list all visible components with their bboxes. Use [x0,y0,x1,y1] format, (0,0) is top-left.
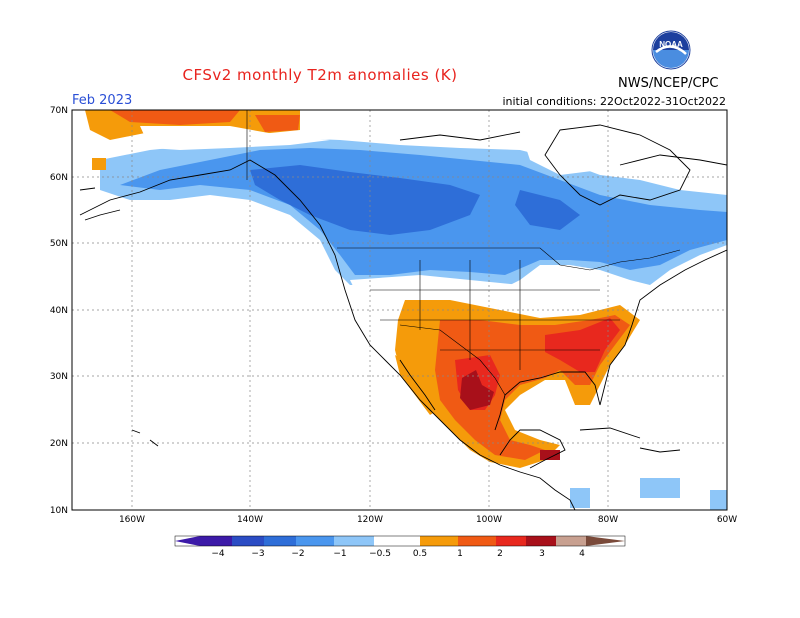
cold-anomaly-dark [250,165,480,235]
agency-label: NWS/NCEP/CPC [618,76,719,91]
initial-conditions: initial conditions: 22Oct2022-31Oct2022 [502,95,726,108]
lat-label: 50N [50,239,68,249]
lat-label: 40N [50,306,68,316]
lon-label: 120W [357,515,383,525]
coastlines [79,124,727,510]
lon-label: 100W [476,515,502,525]
lon-label: 160W [119,515,145,525]
colorbar-swatch [264,536,296,546]
noaa-logo-icon: NOAA [651,30,691,70]
colorbar-label: −1 [333,549,346,559]
map-frame [71,109,728,511]
colorbar-swatch [232,536,264,546]
lat-labels: 70N 60N 50N 40N 30N 20N 10N [50,106,68,516]
colorbar-swatch [496,536,526,546]
colorbar: −4 −3 −2 −1 −0.5 0.5 1 2 3 4 [174,535,626,559]
warm-anomaly-extreme [460,370,494,410]
lat-label: 60N [50,173,68,183]
colorbar-label: 0.5 [413,549,427,559]
warm-anomaly-strong [545,318,620,372]
colorbar-label: −2 [291,549,304,559]
logo-text: NOAA [659,40,683,49]
forecast-month: Feb 2023 [72,93,133,108]
colorbar-swatch [556,536,586,546]
colorbar-swatch [374,536,420,546]
colorbar-swatch [526,536,556,546]
colorbar-label: −4 [211,549,225,559]
borders [246,110,681,396]
lat-label: 30N [50,372,68,382]
colorbar-label: 2 [497,549,503,559]
gridlines [72,110,727,510]
lat-label: 10N [50,506,68,516]
colorbar-label: −3 [251,549,264,559]
colorbar-label: 1 [457,549,463,559]
lon-labels: 160W 140W 120W 100W 80W 60W [119,515,737,525]
colorbar-label: 4 [579,549,585,559]
anomaly-fields [85,110,727,510]
colorbar-swatch [334,536,374,546]
colorbar-swatch [420,536,458,546]
colorbar-swatch [458,536,496,546]
map-title: CFSv2 monthly T2m anomalies (K) [182,66,458,84]
colorbar-swatch [296,536,334,546]
lon-label: 140W [237,515,263,525]
lon-label: 60W [717,515,737,525]
colorbar-swatch [200,536,232,546]
lat-label: 70N [50,106,68,116]
colorbar-min-arrow [175,536,200,546]
colorbar-label: −0.5 [369,549,391,559]
lon-label: 80W [598,515,618,525]
lat-label: 20N [50,439,68,449]
colorbar-max-arrow [586,536,625,546]
colorbar-label: 3 [539,549,545,559]
